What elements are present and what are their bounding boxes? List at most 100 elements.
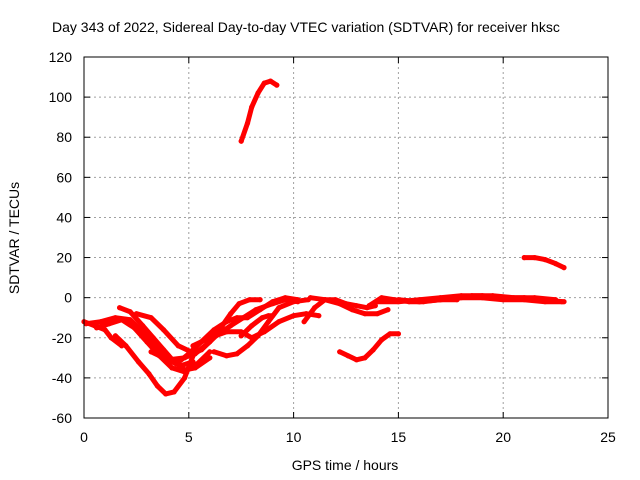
x-tick-label: 10 [286,429,302,445]
data-point [553,261,559,267]
data-point [190,343,196,349]
data-point [163,391,169,397]
data-point [94,325,100,331]
data-point [173,361,179,367]
data-point [249,323,255,329]
data-point [165,357,171,363]
data-point [395,297,401,303]
data-point [238,333,244,339]
x-tick-label: 15 [391,429,407,445]
data-point [146,371,152,377]
data-point [211,349,217,355]
series-s14 [307,295,391,317]
series-s11 [238,313,276,339]
data-point [261,80,267,86]
grid [84,57,608,418]
y-tick-label: 20 [56,250,72,266]
data-point [387,331,393,337]
data-point [112,333,118,339]
series-s15 [337,331,401,363]
data-point [234,315,240,321]
data-point [322,297,328,303]
data-point [561,265,567,271]
y-tick-label: -60 [52,410,72,426]
data-point [182,367,188,373]
data-point [276,305,282,311]
data-point [154,383,160,389]
y-tick-label: -20 [52,330,72,346]
data-point [211,327,217,333]
data-point [437,297,443,303]
data-point [276,319,282,325]
data-point [532,295,538,301]
series-s19 [469,293,559,303]
data-point [144,339,150,345]
data-point [198,347,204,353]
data-point [490,293,496,299]
data-point [223,353,230,359]
data-point [83,321,89,327]
data-point [291,313,297,319]
data-point [135,359,142,365]
data-point [274,82,280,88]
y-tick-label: 80 [56,129,72,145]
data-point [140,323,146,329]
data-point [312,305,318,311]
y-tick-label: 0 [64,290,72,306]
data-point [374,299,380,305]
data-point [150,335,156,341]
data-point [175,343,181,349]
x-tick-label: 25 [600,429,616,445]
series-group [81,78,567,397]
data-point [244,343,251,349]
data-point [370,347,376,353]
data-point [133,311,139,317]
data-point [234,351,240,357]
y-tick-label: 120 [49,49,73,65]
data-point [270,299,276,305]
data-point [131,325,137,331]
data-point [291,299,297,305]
series-s5 [117,305,213,373]
data-point [337,301,343,307]
data-point [265,313,271,319]
series-s20 [521,255,567,271]
data-point [127,309,133,315]
data-point [247,297,253,303]
data-point [345,353,351,359]
data-point [98,319,104,325]
data-point [161,327,167,333]
data-point [366,303,372,309]
data-point [542,257,548,263]
data-point [416,299,422,305]
data-point [249,104,255,110]
data-point [238,138,244,144]
x-tick-label: 0 [80,429,88,445]
series-s4 [112,333,196,397]
plot-frame [83,56,609,419]
data-point [108,335,114,341]
data-point [362,355,368,361]
data-point [282,295,288,301]
data-point [353,303,360,309]
data-point [119,317,125,323]
series-s12 [238,78,280,144]
data-point [148,315,154,321]
series-s10 [211,297,311,359]
data-point [301,319,307,325]
data-point [511,295,517,301]
data-point [257,307,263,313]
data-point [553,297,559,303]
data-point [532,255,538,261]
data-point [255,333,261,339]
data-point [265,319,271,325]
data-point [385,307,391,313]
data-point [102,327,108,333]
data-point [228,323,234,329]
y-tick-label: 60 [56,169,72,185]
data-point [244,120,251,126]
data-point [228,311,234,317]
x-tick-label: 20 [495,429,511,445]
